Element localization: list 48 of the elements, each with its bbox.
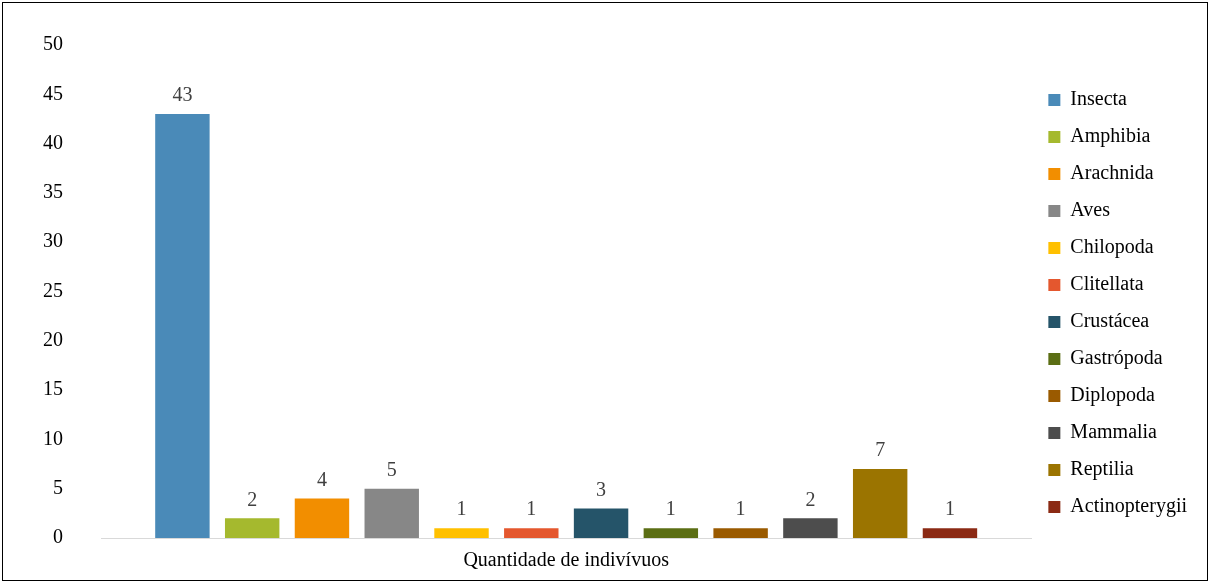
data-label: 1 xyxy=(526,497,537,520)
bar xyxy=(155,114,210,538)
y-tick-label: 35 xyxy=(43,180,63,203)
y-tick-label: 50 xyxy=(43,32,63,55)
bar xyxy=(224,518,280,538)
legend-label: Gastrópoda xyxy=(1070,346,1163,370)
y-tick-label: 30 xyxy=(43,229,63,252)
x-tick-label: Quantidade de indivívuos xyxy=(463,548,670,571)
legend-label: Mammalia xyxy=(1070,420,1158,443)
bar xyxy=(573,508,629,538)
bar xyxy=(643,528,699,538)
legend-label: Diplopoda xyxy=(1070,383,1155,407)
data-label: 5 xyxy=(386,457,397,480)
y-tick-label: 15 xyxy=(43,377,63,400)
y-tick-label: 45 xyxy=(43,81,63,104)
legend-label: Reptilia xyxy=(1070,457,1134,481)
legend-label: Aves xyxy=(1070,198,1111,221)
y-tick-label: 20 xyxy=(43,328,63,351)
data-label: 1 xyxy=(944,497,955,520)
bar xyxy=(713,528,768,538)
data-label: 43 xyxy=(172,83,193,106)
y-tick-label: 5 xyxy=(53,475,63,498)
bar xyxy=(294,498,350,538)
legend-label: Insecta xyxy=(1070,87,1128,110)
y-tick-label: 10 xyxy=(43,426,63,449)
data-label: 4 xyxy=(316,467,327,490)
data-label: 7 xyxy=(875,438,886,461)
data-label: 2 xyxy=(247,487,258,510)
bar xyxy=(922,528,978,538)
legend-label: Actinopterygii xyxy=(1070,494,1188,518)
y-tick-label: 25 xyxy=(43,278,63,301)
data-label: 2 xyxy=(805,487,816,510)
data-label: 3 xyxy=(596,477,607,500)
legend-label: Crustácea xyxy=(1070,309,1150,332)
y-tick-label: 40 xyxy=(43,130,63,153)
data-label: 1 xyxy=(456,497,467,520)
bar xyxy=(783,518,838,538)
legend-label: Amphibia xyxy=(1070,124,1151,148)
bar xyxy=(364,488,419,538)
bar xyxy=(504,528,559,538)
data-label: 1 xyxy=(735,497,746,520)
legend-label: Arachnida xyxy=(1070,161,1154,184)
bar xyxy=(434,528,489,538)
legend-label: Chilopoda xyxy=(1070,235,1154,259)
legend-label: Clitellata xyxy=(1070,272,1144,295)
bar xyxy=(852,468,908,538)
y-tick-label: 0 xyxy=(53,525,63,548)
data-label: 1 xyxy=(665,497,676,520)
